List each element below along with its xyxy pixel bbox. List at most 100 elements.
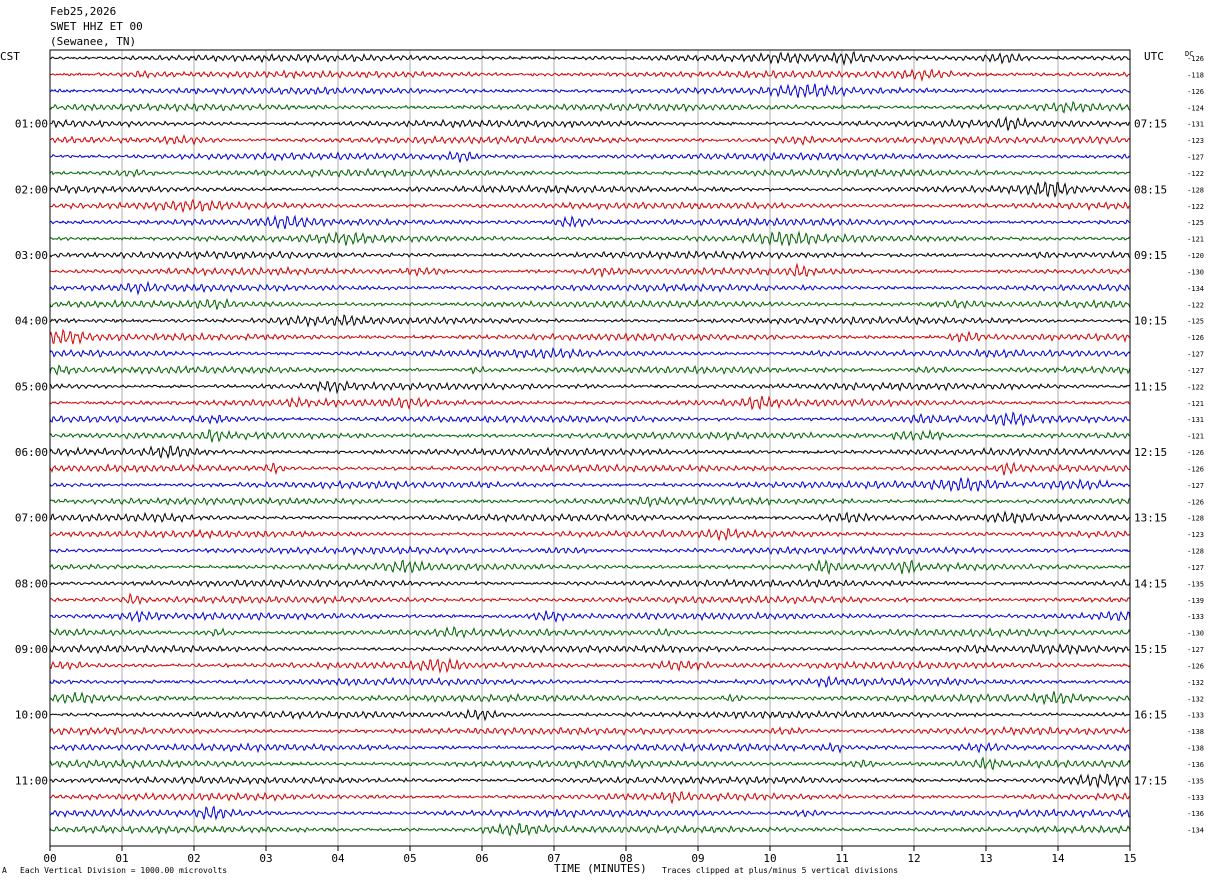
- cst-hour-label: 07:00: [15, 512, 48, 525]
- station-code: SWET HHZ ET 00: [50, 20, 143, 33]
- cst-hour-label: 11:00: [15, 774, 48, 787]
- seismic-trace: [49, 675, 1131, 689]
- seismic-trace: [49, 578, 1131, 589]
- seismic-trace: [49, 756, 1131, 771]
- dc-offset-label: -135: [1187, 777, 1204, 785]
- dc-offset-label: -125: [1187, 219, 1204, 227]
- x-tick-label: 14: [1051, 852, 1065, 865]
- utc-hour-label: 17:15: [1134, 774, 1167, 787]
- seismic-trace: [49, 558, 1131, 576]
- station-location: (Sewanee, TN): [50, 35, 137, 48]
- seismic-trace: [49, 411, 1131, 427]
- dc-offset-label: -135: [1187, 580, 1204, 588]
- seismic-trace: [49, 262, 1131, 279]
- cst-hour-label: 03:00: [15, 249, 48, 262]
- dc-offset-label: -121: [1187, 400, 1204, 408]
- x-tick-label: 11: [835, 852, 848, 865]
- seismic-trace: [49, 625, 1131, 639]
- seismic-trace: [49, 496, 1131, 508]
- dc-offset-label: -132: [1187, 695, 1204, 703]
- x-axis-title: TIME (MINUTES): [554, 862, 647, 875]
- seismic-trace: [49, 461, 1131, 476]
- corner-mark: A: [2, 866, 7, 875]
- dc-offset-label: -126: [1187, 449, 1204, 457]
- x-tick-label: 05: [403, 852, 416, 865]
- seismic-trace: [49, 214, 1131, 230]
- dc-offset-label: -122: [1187, 383, 1204, 391]
- x-tick-label: 01: [115, 852, 128, 865]
- seismic-trace: [49, 230, 1131, 247]
- utc-hour-label: 08:15: [1134, 183, 1167, 196]
- dc-offset-label: -136: [1187, 761, 1204, 769]
- x-tick-label: 12: [907, 852, 920, 865]
- dc-offset-label: -138: [1187, 745, 1204, 753]
- utc-hour-label: 13:15: [1134, 512, 1167, 525]
- seismic-trace: [49, 297, 1131, 310]
- dc-offset-label: -123: [1187, 531, 1204, 539]
- dc-offset-label: -133: [1187, 794, 1204, 802]
- dc-offset-label: -127: [1187, 367, 1204, 375]
- dc-offset-label: -128: [1187, 186, 1204, 194]
- seismic-trace: [49, 657, 1131, 674]
- clip-note: Traces clipped at plus/minus 5 vertical …: [662, 866, 899, 875]
- scale-note: Each Vertical Division = 1000.00 microvo…: [20, 866, 228, 875]
- x-tick-label: 15: [1123, 852, 1136, 865]
- seismic-trace: [49, 510, 1131, 525]
- seismic-trace: [49, 527, 1131, 542]
- x-tick-label: 03: [259, 852, 272, 865]
- dc-offset-label: -122: [1187, 170, 1204, 178]
- utc-hour-label: 10:15: [1134, 315, 1167, 328]
- dc-offset-label: -127: [1187, 482, 1204, 490]
- dc-offset-label: -126: [1187, 465, 1204, 473]
- seismic-trace: [49, 476, 1131, 493]
- dc-column-label: DC: [1185, 50, 1194, 58]
- utc-hour-label: 11:15: [1134, 380, 1167, 393]
- cst-hour-label: 04:00: [15, 315, 48, 328]
- dc-offset-label: -126: [1187, 55, 1204, 63]
- dc-offset-label: -126: [1187, 88, 1204, 96]
- x-tick-label: 09: [691, 852, 704, 865]
- seismic-trace: [49, 167, 1131, 179]
- seismic-trace: [49, 791, 1131, 805]
- seismic-trace: [49, 822, 1131, 837]
- dc-offset-label: -130: [1187, 630, 1204, 638]
- cst-hour-label: 10:00: [15, 709, 48, 722]
- dc-offset-label: -134: [1187, 827, 1204, 835]
- utc-hour-label: 16:15: [1134, 709, 1167, 722]
- seismic-trace: [49, 115, 1131, 131]
- cst-hour-label: 08:00: [15, 577, 48, 590]
- seismic-trace: [49, 691, 1131, 706]
- seismic-trace: [49, 805, 1131, 821]
- x-tick-label: 13: [979, 852, 992, 865]
- seismic-trace: [49, 100, 1131, 114]
- seismic-trace: [49, 741, 1131, 754]
- dc-offset-label: -133: [1187, 712, 1204, 720]
- seismic-trace: [49, 429, 1131, 443]
- cst-hour-label: 05:00: [15, 380, 48, 393]
- x-tick-label: 07: [547, 852, 560, 865]
- dc-offset-label: -133: [1187, 613, 1204, 621]
- plot-date: Feb25,2026: [50, 5, 117, 18]
- dc-offset-label: -131: [1187, 416, 1204, 424]
- dc-offset-label: -127: [1187, 646, 1204, 654]
- dc-offset-label: -124: [1187, 104, 1204, 112]
- dc-offset-label: -121: [1187, 433, 1204, 441]
- dc-offset-label: -136: [1187, 810, 1204, 818]
- seismic-trace: [49, 83, 1131, 99]
- dc-offset-label: -138: [1187, 728, 1204, 736]
- seismic-trace: [49, 643, 1131, 656]
- dc-offset-label: -139: [1187, 597, 1204, 605]
- seismic-trace: [49, 445, 1131, 459]
- seismic-trace: [50, 68, 1131, 82]
- seismic-trace: [49, 395, 1131, 411]
- seismic-trace: [49, 314, 1131, 328]
- utc-hour-label: 12:15: [1134, 446, 1167, 459]
- seismic-trace: [49, 181, 1131, 198]
- seismic-trace: [49, 725, 1130, 737]
- cst-hour-label: 02:00: [15, 183, 48, 196]
- dc-offset-label: -134: [1187, 285, 1204, 293]
- left-timezone-label: CST: [0, 50, 20, 63]
- dc-offset-label: -130: [1187, 268, 1204, 276]
- x-tick-label: 04: [331, 852, 345, 865]
